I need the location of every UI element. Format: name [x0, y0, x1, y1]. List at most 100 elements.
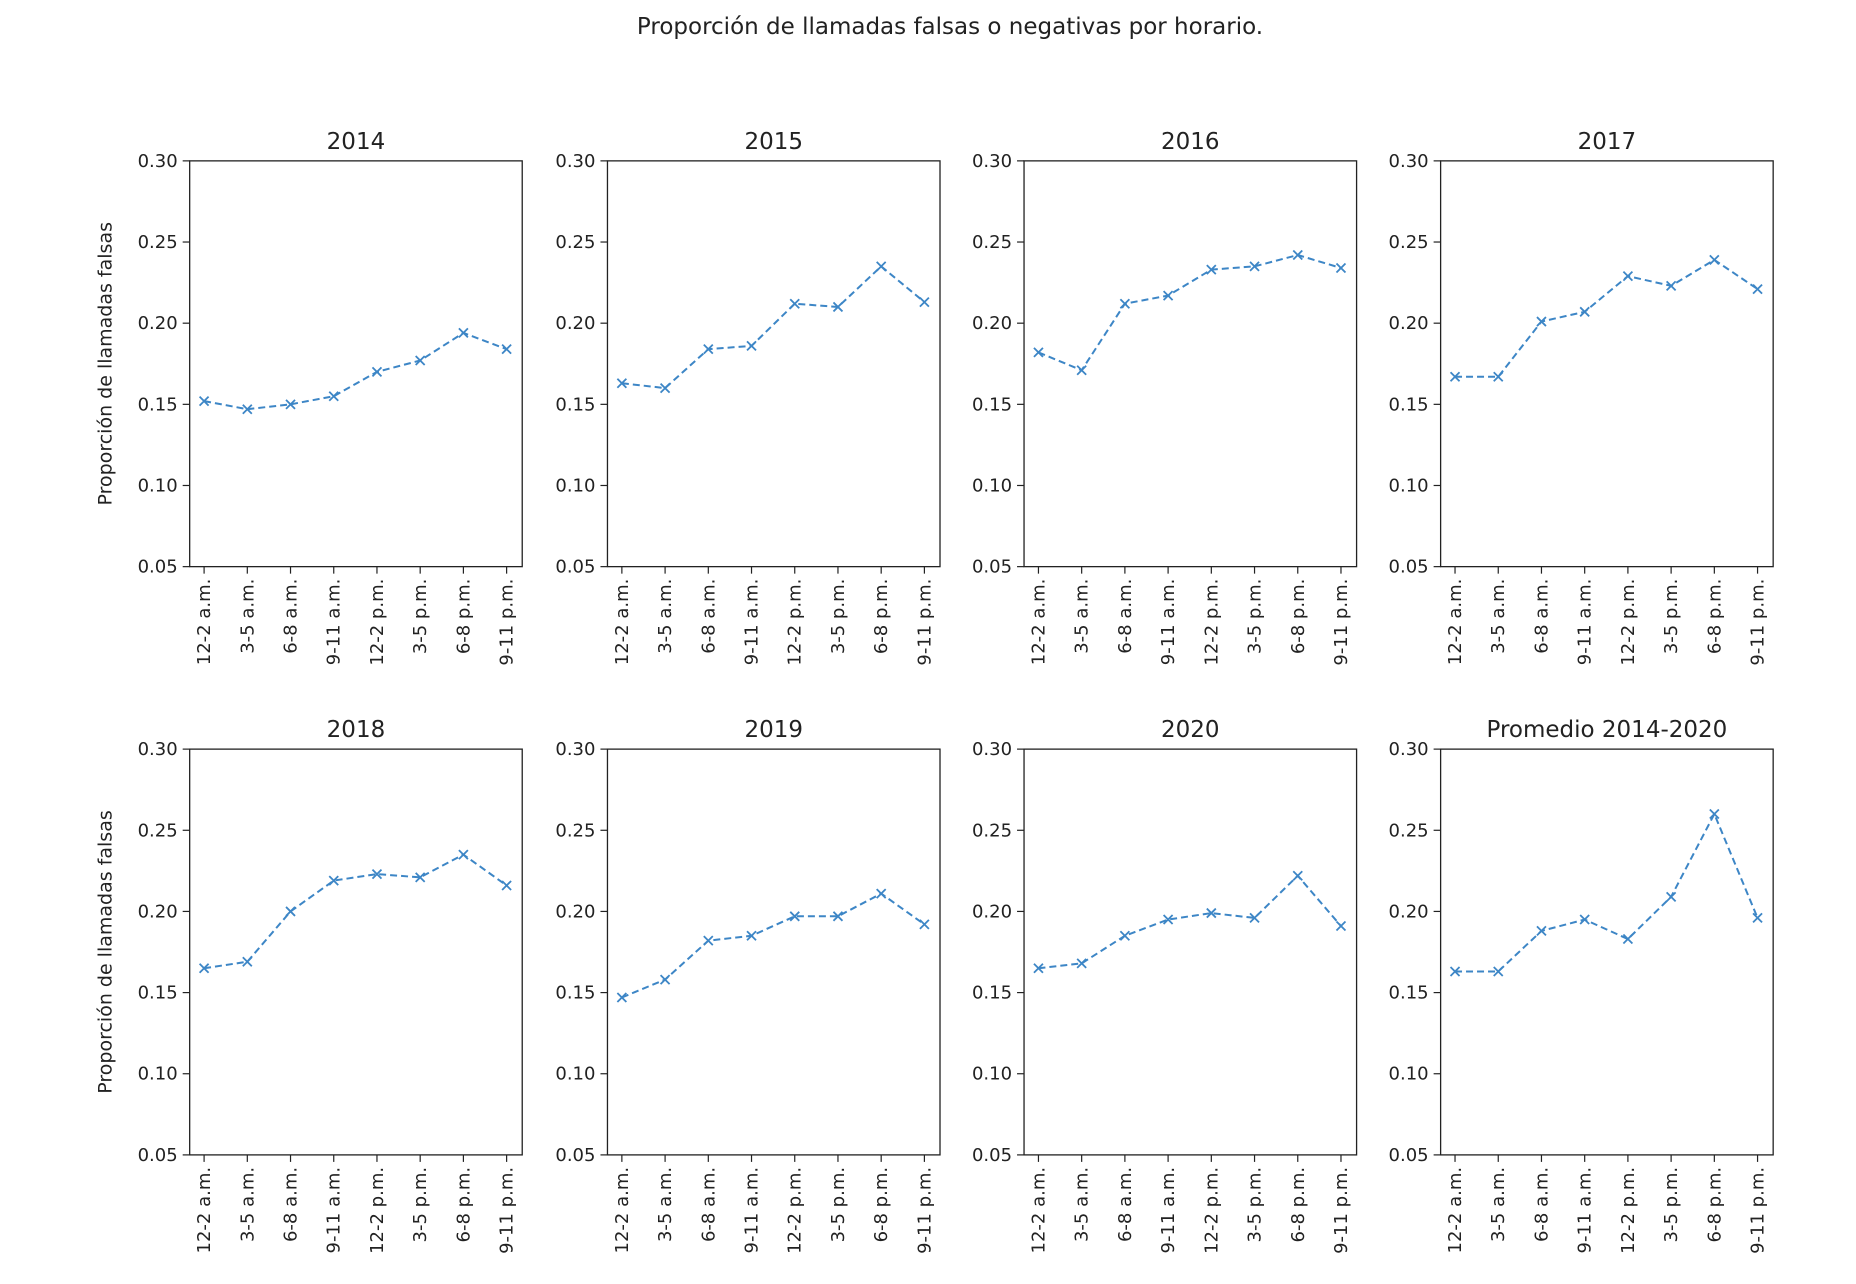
x-tick-label: 9-11 a.m.	[324, 1167, 345, 1254]
y-tick-label: 0.15	[1389, 394, 1429, 415]
data-point-marker	[501, 344, 512, 355]
plot-frame	[606, 748, 941, 1156]
data-point-marker	[1752, 912, 1763, 924]
x-tick-label: 6-8 p.m.	[453, 579, 474, 655]
x-tick-label: 9-11 a.m.	[1575, 579, 1596, 666]
data-point-marker	[501, 880, 512, 891]
data-point-marker	[616, 992, 628, 1003]
x-tick-label: 3-5 a.m.	[655, 579, 676, 654]
series-line	[621, 892, 925, 999]
data-point-marker	[328, 875, 339, 886]
data-point-marker	[1709, 254, 1720, 266]
x-tick-label: 9-11 a.m.	[742, 1167, 763, 1254]
data-point-marker	[415, 872, 426, 883]
x-tick-label: 12-2 a.m.	[1445, 579, 1466, 666]
y-tick-label: 0.15	[138, 983, 178, 1004]
subplot-title: 2014	[327, 129, 386, 155]
x-tick-label: 9-11 a.m.	[742, 579, 763, 666]
plot-frame	[189, 748, 523, 1156]
x-tick-label: 3-5 a.m.	[655, 1167, 676, 1242]
x-tick-label: 12-2 a.m.	[1445, 1167, 1466, 1254]
x-tick-label: 9-11 p.m.	[497, 1167, 518, 1254]
x-tick-label: 6-8 a.m.	[698, 579, 719, 654]
x-tick-label: 9-11 p.m.	[497, 579, 518, 666]
series-line	[1038, 874, 1342, 970]
y-tick-label: 0.10	[138, 1064, 178, 1085]
y-tick-label: 0.15	[972, 394, 1012, 415]
y-tick-label: 0.10	[138, 475, 178, 496]
x-tick-label: 6-8 p.m.	[1288, 1167, 1309, 1243]
data-point-marker	[1493, 371, 1504, 382]
y-tick-label: 0.20	[1389, 313, 1429, 334]
data-point-marker	[1162, 914, 1174, 925]
y-tick-label: 0.05	[138, 557, 178, 578]
data-point-marker	[1335, 920, 1347, 932]
series-line	[1455, 258, 1759, 378]
y-tick-label: 0.10	[1389, 1064, 1429, 1085]
subplot-title: Promedio 2014-2020	[1487, 717, 1728, 743]
y-tick-label: 0.20	[555, 901, 595, 922]
data-point-marker	[1292, 870, 1303, 881]
x-tick-label: 9-11 a.m.	[324, 579, 345, 666]
y-tick-label: 0.05	[555, 557, 595, 578]
plot-frame	[1023, 748, 1358, 1156]
subplot-title: 2015	[744, 129, 803, 155]
subplot-title: 2020	[1161, 717, 1220, 743]
x-tick-label: 3-5 p.m.	[1245, 1167, 1266, 1243]
subplot-panel: 2018 0.30 0.25 0.20 0.15 0.10 0.05 12-2 a.m. 3-5…	[95, 717, 523, 1254]
y-tick-label: 0.30	[138, 151, 178, 172]
data-point-marker	[458, 327, 469, 339]
data-point-marker	[1076, 365, 1087, 376]
y-tick-label: 0.20	[138, 313, 178, 334]
data-point-marker	[1335, 262, 1347, 274]
y-tick-label: 0.20	[972, 901, 1012, 922]
subplot-panel: 2016 0.30 0.25 0.20 0.15 0.10 0.05 12-2 a.m. 3-5…	[972, 129, 1358, 666]
y-tick-label: 0.10	[972, 475, 1012, 496]
x-tick-label: 3-5 a.m.	[1072, 579, 1093, 654]
data-point-marker	[415, 355, 426, 366]
subplots-grid: 2014 0.30 0.25 0.20 0.15 0.10 0.05 12-2 a.m. 3-5…	[95, 129, 1774, 1254]
data-point-marker	[1249, 912, 1260, 924]
x-tick-label: 6-8 p.m.	[871, 1167, 892, 1243]
x-tick-label: 12-2 p.m.	[367, 1167, 388, 1254]
y-tick-label: 0.30	[555, 151, 595, 172]
y-tick-label: 0.15	[1389, 983, 1429, 1004]
data-point-marker	[1579, 306, 1590, 317]
x-tick-label: 12-2 p.m.	[367, 579, 388, 666]
y-tick-label: 0.25	[1389, 820, 1429, 841]
x-tick-label: 6-8 p.m.	[871, 579, 892, 655]
data-point-marker	[703, 935, 714, 946]
data-point-marker	[789, 298, 800, 309]
x-tick-label: 3-5 p.m.	[410, 1167, 431, 1243]
data-point-marker	[371, 366, 383, 378]
data-point-marker	[1249, 261, 1260, 272]
y-tick-label: 0.30	[972, 739, 1012, 760]
x-tick-label: 3-5 a.m.	[1488, 579, 1509, 654]
x-tick-label: 3-5 a.m.	[237, 1167, 258, 1242]
data-point-marker	[832, 301, 844, 313]
data-point-marker	[1622, 270, 1634, 282]
series-line	[203, 853, 508, 970]
data-point-marker	[1536, 316, 1547, 327]
x-tick-label: 12-2 a.m.	[612, 1167, 633, 1254]
data-point-marker	[285, 399, 296, 410]
data-point-marker	[242, 956, 253, 967]
y-tick-label: 0.10	[972, 1064, 1012, 1085]
x-tick-label: 9-11 p.m.	[914, 1167, 935, 1254]
subplot-panel: 2015 0.30 0.25 0.20 0.15 0.10 0.05 12-2 a.m. 3-5…	[555, 129, 941, 666]
figure-title: Proporción de llamadas falsas o negativa…	[637, 14, 1263, 40]
x-tick-label: 12-2 a.m.	[612, 579, 633, 666]
subplot-title: 2016	[1161, 129, 1220, 155]
data-point-marker	[328, 391, 339, 402]
series-line	[203, 331, 507, 411]
data-point-marker	[919, 919, 930, 930]
data-point-marker	[1752, 283, 1763, 295]
y-tick-label: 0.10	[1389, 475, 1429, 496]
x-tick-label: 3-5 p.m.	[1245, 579, 1266, 655]
y-tick-label: 0.30	[1389, 151, 1429, 172]
subplot-panel: 2017 0.30 0.25 0.20 0.15 0.10 0.05 12-2 a.m. 3-5…	[1389, 129, 1774, 666]
data-point-marker	[876, 261, 887, 272]
data-point-marker	[1292, 249, 1303, 261]
series-line	[1038, 253, 1342, 372]
x-tick-label: 6-8 p.m.	[1288, 579, 1309, 655]
